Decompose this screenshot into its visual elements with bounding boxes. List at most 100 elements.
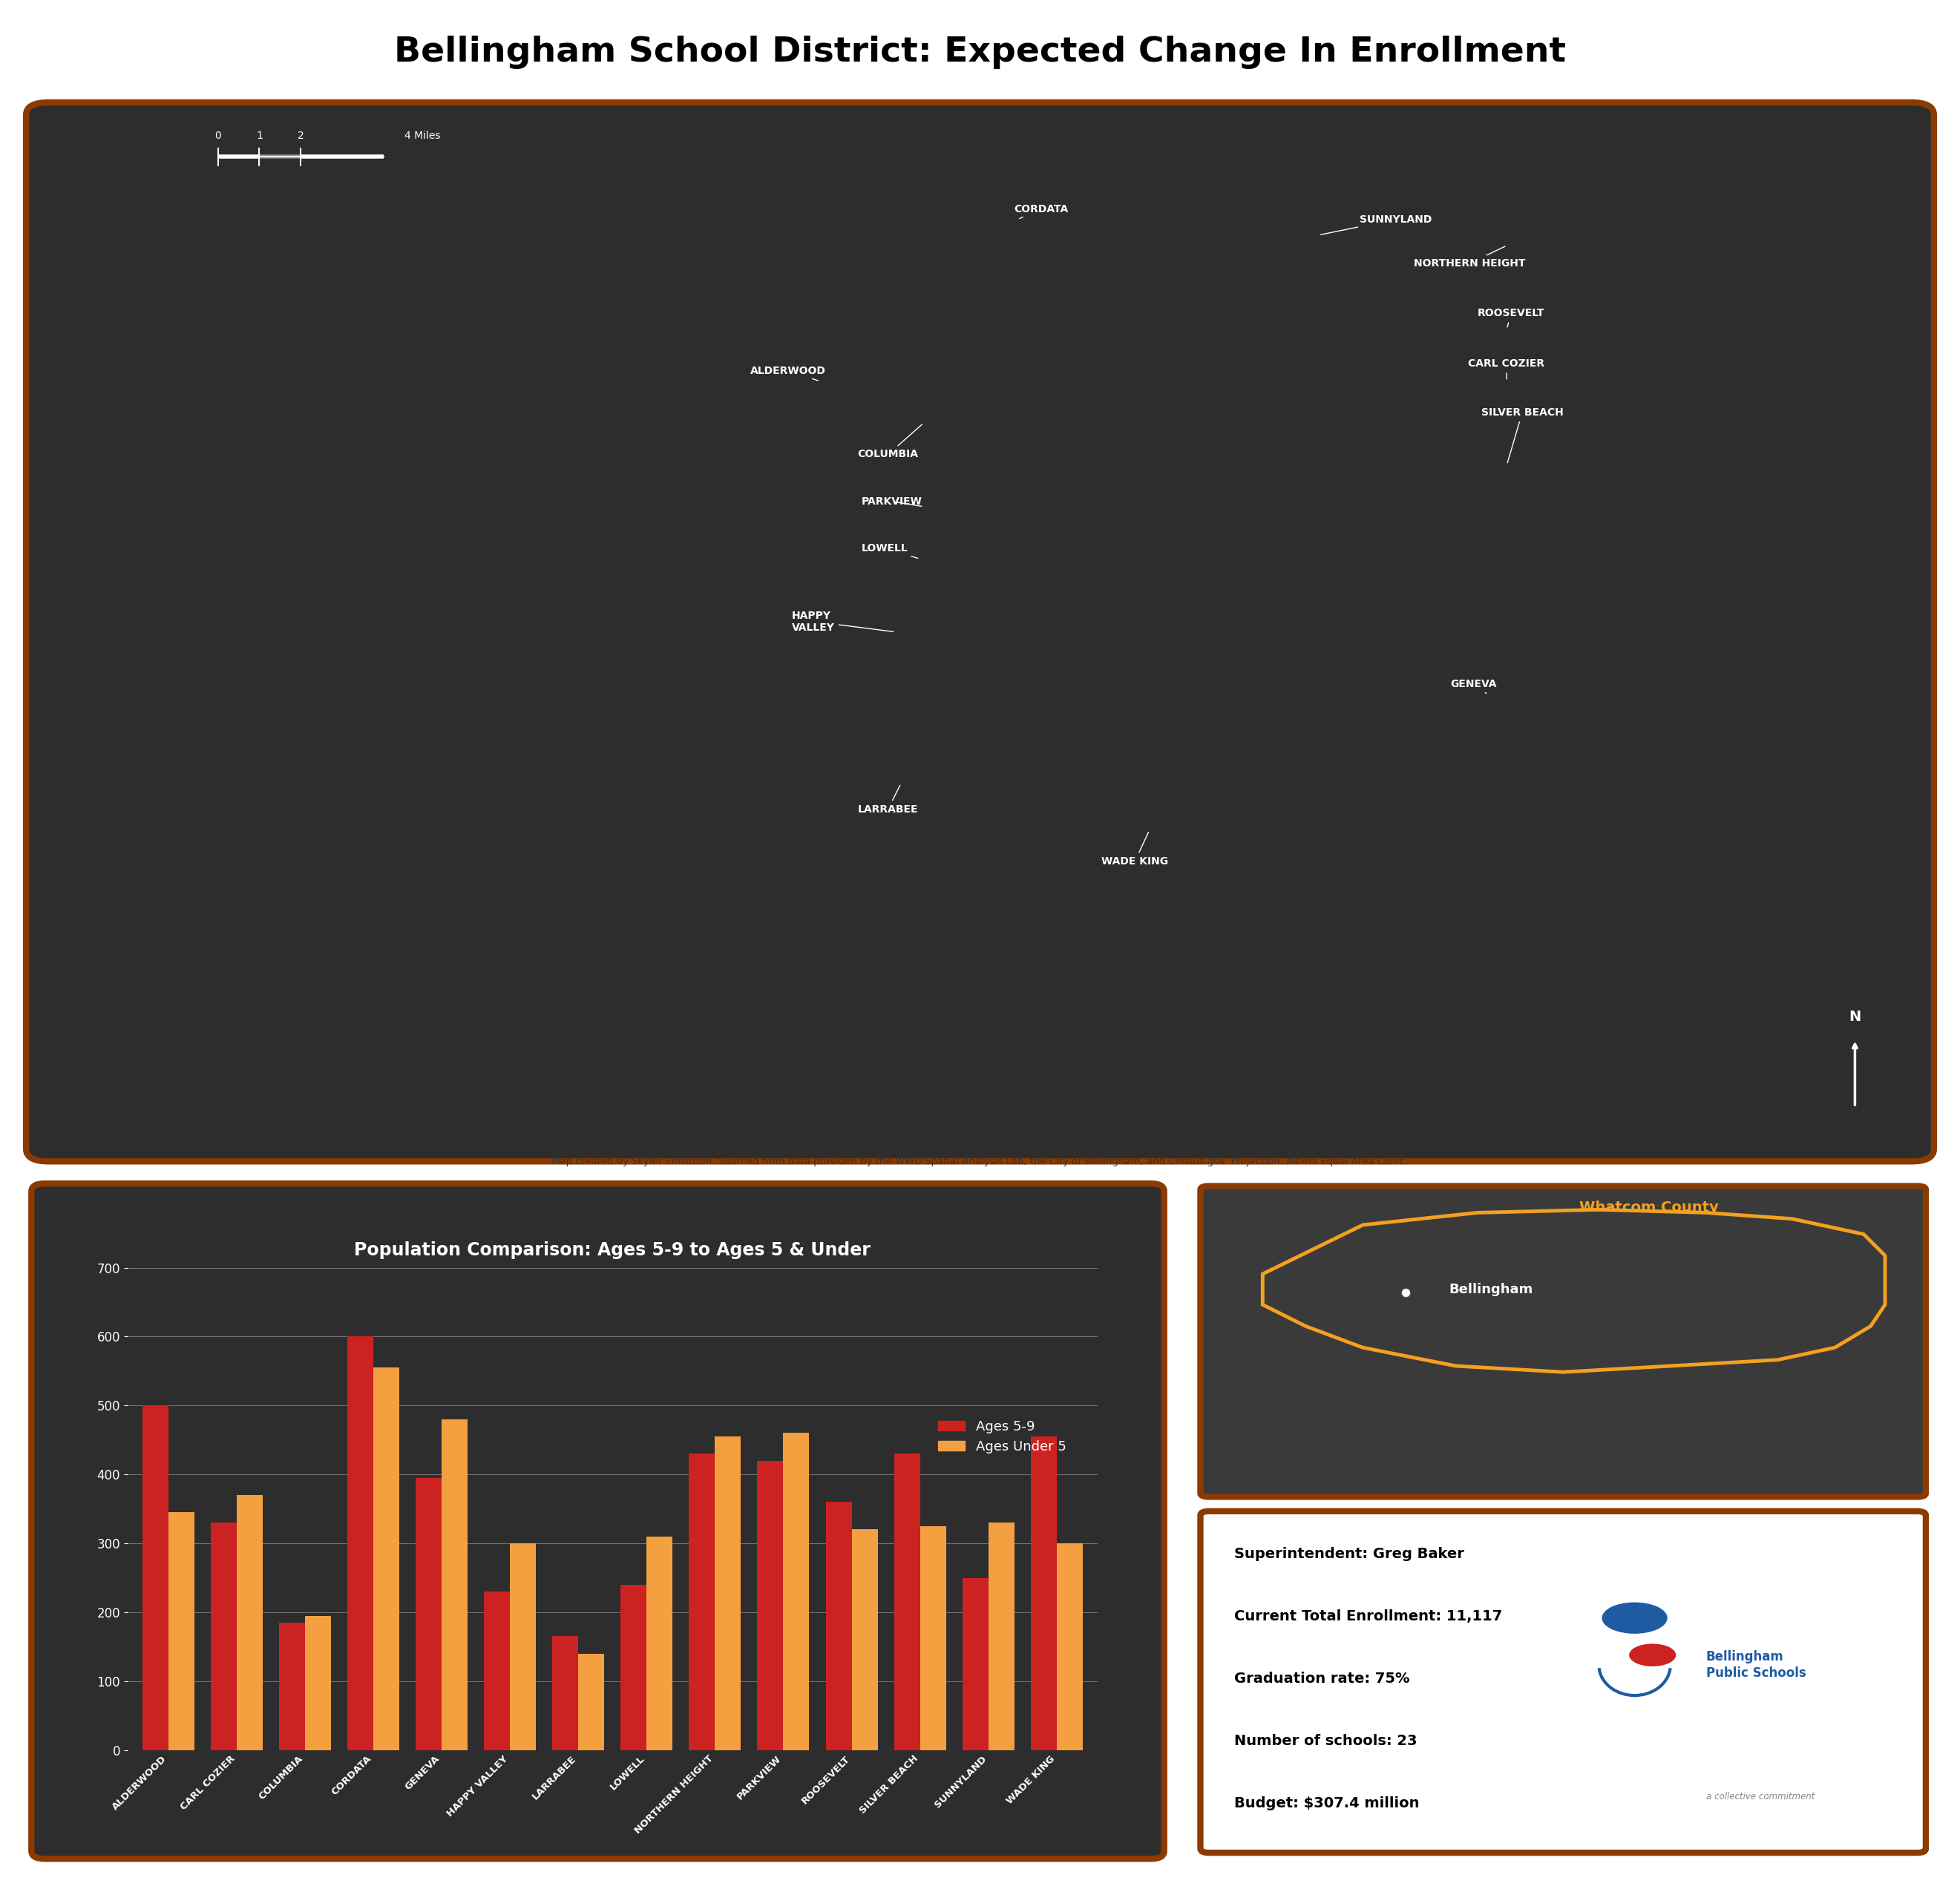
Polygon shape <box>1601 496 1807 819</box>
FancyBboxPatch shape <box>114 935 255 990</box>
Text: HAPPY
VALLEY: HAPPY VALLEY <box>792 611 894 632</box>
Bar <box>578 1654 604 1750</box>
Text: CARL COZIER: CARL COZIER <box>1468 358 1544 378</box>
Text: 4 Miles: 4 Miles <box>404 131 441 142</box>
Text: ALDERWOOD: ALDERWOOD <box>751 365 825 380</box>
Polygon shape <box>1394 424 1601 528</box>
Bar <box>621 1585 647 1750</box>
FancyBboxPatch shape <box>114 1022 255 1077</box>
Text: Bellingham School District: Expected Change In Enrollment: Bellingham School District: Expected Cha… <box>394 36 1566 68</box>
Bar <box>853 1529 878 1750</box>
Title: Population Comparison: Ages 5-9 to Ages 5 & Under: Population Comparison: Ages 5-9 to Ages … <box>355 1241 870 1258</box>
Text: +21% to +34%: +21% to +34% <box>274 1039 404 1054</box>
FancyBboxPatch shape <box>114 848 255 902</box>
Text: N: N <box>1848 1010 1860 1024</box>
Text: Superintendent: Greg Baker: Superintendent: Greg Baker <box>1235 1548 1464 1561</box>
Bar <box>306 1616 331 1750</box>
Polygon shape <box>1168 172 1394 371</box>
Legend: Ages 5-9, Ages Under 5: Ages 5-9, Ages Under 5 <box>933 1415 1072 1459</box>
Bar <box>484 1591 510 1750</box>
Text: Percent Change: Percent Change <box>114 611 270 628</box>
Bar <box>372 1368 400 1750</box>
Bar <box>647 1536 672 1750</box>
Polygon shape <box>1394 184 1601 318</box>
Text: LOWELL: LOWELL <box>862 543 917 558</box>
Polygon shape <box>960 172 1111 276</box>
Bar <box>690 1453 715 1750</box>
Polygon shape <box>1601 496 1807 819</box>
Text: Samish: Samish <box>737 1092 770 1101</box>
Polygon shape <box>1168 445 1282 558</box>
Polygon shape <box>1619 882 1789 1018</box>
Text: PORTAGE
ISLAND: PORTAGE ISLAND <box>421 647 465 668</box>
Text: a collective commitment: a collective commitment <box>1705 1792 1815 1801</box>
Bar <box>784 1432 809 1750</box>
Text: 2: 2 <box>298 131 304 142</box>
FancyBboxPatch shape <box>114 675 255 728</box>
FancyBboxPatch shape <box>114 761 255 815</box>
Text: -6% to +12%: -6% to +12% <box>274 867 386 880</box>
Text: Bellingham
Public Schools: Bellingham Public Schools <box>1705 1650 1807 1680</box>
Polygon shape <box>906 528 1017 757</box>
Text: Lake
Whatcom: Lake Whatcom <box>1609 592 1648 609</box>
Text: Current Total Enrollment: 11,117: Current Total Enrollment: 11,117 <box>1235 1610 1501 1623</box>
Polygon shape <box>866 694 1394 1008</box>
FancyBboxPatch shape <box>1200 1512 1927 1852</box>
Text: WADE KING: WADE KING <box>1102 832 1168 867</box>
Text: +13% to +20%: +13% to +20% <box>274 952 404 967</box>
Text: SILVER BEACH: SILVER BEACH <box>1482 407 1564 464</box>
Text: ROOSEVELT: ROOSEVELT <box>1478 308 1544 327</box>
Bar <box>825 1502 853 1750</box>
Polygon shape <box>1601 151 1884 1101</box>
Text: -34% to -24%: -34% to -24% <box>274 692 390 708</box>
FancyBboxPatch shape <box>1200 1186 1927 1497</box>
Bar <box>1056 1544 1082 1750</box>
Bar <box>553 1637 578 1750</box>
Polygon shape <box>1394 297 1601 392</box>
Text: COLUMBIA: COLUMBIA <box>858 424 921 460</box>
Bar <box>962 1578 988 1750</box>
Polygon shape <box>566 151 829 1101</box>
Bar <box>988 1523 1013 1750</box>
Polygon shape <box>1619 882 1789 1018</box>
Text: -23% to -7%: -23% to -7% <box>274 780 380 795</box>
Bar <box>715 1436 741 1750</box>
Circle shape <box>1629 1644 1676 1665</box>
FancyBboxPatch shape <box>31 1184 1164 1858</box>
Circle shape <box>1603 1603 1666 1633</box>
FancyBboxPatch shape <box>25 102 1935 1162</box>
Polygon shape <box>1394 359 1601 454</box>
Text: Whatcom County: Whatcom County <box>1580 1200 1719 1215</box>
Text: GENEVA: GENEVA <box>1450 679 1497 692</box>
Text: This map depicts expected
percent change in enrollment
for Bellingham School Dis: This map depicts expected percent change… <box>114 445 292 534</box>
Bar <box>143 1406 169 1750</box>
Bar <box>237 1495 263 1750</box>
Text: Lake
Whatcom: Lake Whatcom <box>1699 937 1739 954</box>
Text: 0: 0 <box>216 131 221 142</box>
Bar <box>894 1453 919 1750</box>
Text: Bellingham School District Attendance Areas: Bellingham School District Attendance Ar… <box>892 146 1519 170</box>
Text: Bellingham: Bellingham <box>1448 1283 1533 1296</box>
Polygon shape <box>849 694 960 946</box>
Bar <box>919 1527 947 1750</box>
Bar <box>416 1478 441 1750</box>
Text: Graduation rate: 75%: Graduation rate: 75% <box>1235 1673 1409 1686</box>
Text: LARRABEE: LARRABEE <box>858 785 917 815</box>
Bar <box>278 1623 306 1750</box>
Bar <box>347 1336 372 1750</box>
Bar <box>1031 1436 1056 1750</box>
Text: Number of schools: 23: Number of schools: 23 <box>1235 1735 1417 1748</box>
Text: 1: 1 <box>257 131 263 142</box>
Text: SUNNYLAND: SUNNYLAND <box>1321 214 1431 235</box>
Text: PARKVIEW: PARKVIEW <box>862 496 923 507</box>
Text: LUMMI
ISLAND: LUMMI ISLAND <box>351 549 386 569</box>
Polygon shape <box>906 339 1131 486</box>
Polygon shape <box>772 214 1017 611</box>
Text: Budget: $307.4 million: Budget: $307.4 million <box>1235 1797 1419 1811</box>
Polygon shape <box>1394 496 1601 1008</box>
Text: NORTHERN HEIGHT: NORTHERN HEIGHT <box>1413 246 1525 269</box>
Bar <box>169 1512 194 1750</box>
Text: Map created by Skyler Elmstrom. Sourced from data provided by the WWU Spatial An: Map created by Skyler Elmstrom. Sourced … <box>553 1156 1407 1167</box>
Text: CORDATA: CORDATA <box>1013 204 1068 219</box>
Bar <box>212 1523 237 1750</box>
